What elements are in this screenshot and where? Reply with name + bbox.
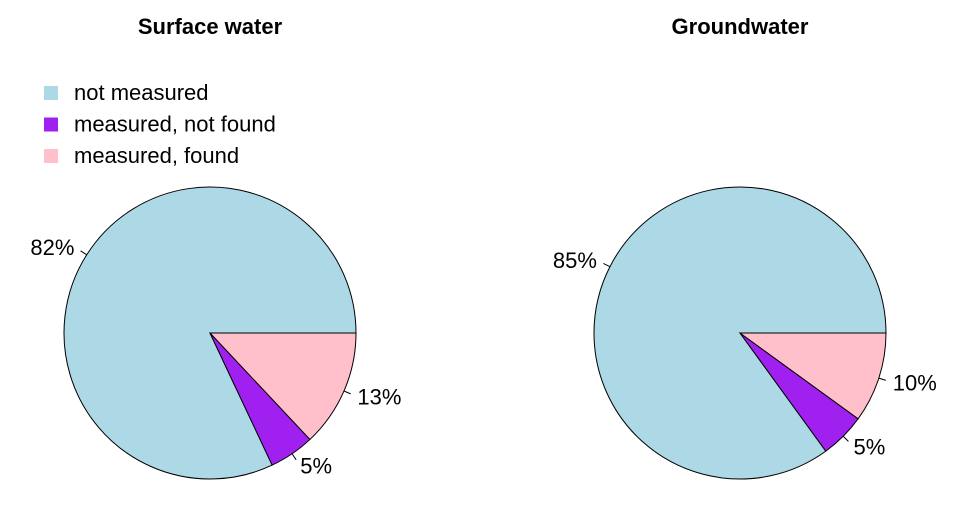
legend-swatch [44,149,58,163]
legend-swatch [44,86,58,100]
chart-title: Surface water [138,14,283,39]
label-tick [343,390,351,395]
chart-title: Groundwater [672,14,809,39]
value-label: 85% [553,248,597,273]
pie-slice [208,332,357,441]
label-tick [603,262,611,268]
label-tick [80,250,87,256]
label-tick [842,435,849,442]
label-tick [878,377,886,381]
legend-swatch [44,117,58,132]
legend-label: not measured [74,80,209,105]
value-label: 13% [357,385,401,410]
value-label: 5% [854,434,886,459]
pie-slice [738,332,887,420]
value-label: 5% [300,454,332,479]
value-label: 82% [30,235,74,260]
legend-label: measured, not found [74,111,276,136]
value-label: 10% [893,370,937,395]
label-tick [291,453,297,461]
legend-label: measured, found [74,143,239,168]
